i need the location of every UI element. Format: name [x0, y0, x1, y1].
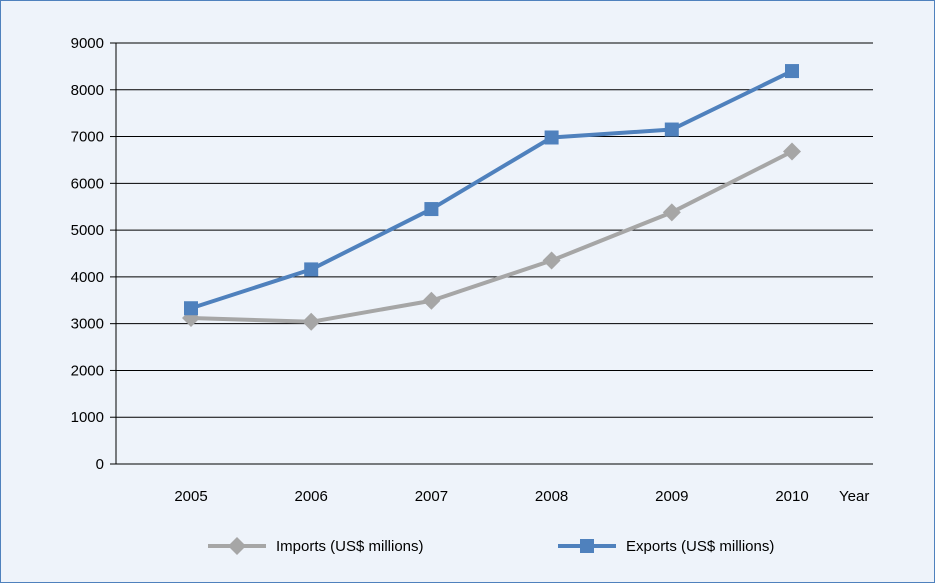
y-tick-label: 2000	[71, 362, 104, 379]
series-line	[190, 69, 793, 311]
legend-swatch-marker	[580, 539, 594, 553]
series-imports	[182, 142, 801, 331]
y-tick-label: 6000	[71, 175, 104, 192]
data-point-marker	[304, 262, 319, 277]
y-tick-label: 8000	[71, 82, 104, 99]
x-tick-label: 2006	[295, 488, 328, 505]
data-point-marker	[783, 142, 801, 161]
data-point-marker	[785, 64, 799, 79]
legend-label: Exports (US$ millions)	[626, 538, 774, 555]
x-tick-label: 2007	[415, 488, 448, 505]
y-tick-labels: 0 1000 2000 3000 4000 5000 6000 7000 8000 9000	[71, 35, 104, 473]
legend-label: Imports (US$ millions)	[276, 538, 424, 555]
series-group	[182, 64, 801, 331]
gridlines	[116, 42, 873, 418]
y-tick-label: 7000	[71, 129, 104, 146]
data-point-marker	[422, 291, 441, 310]
data-point-marker	[302, 312, 321, 331]
legend-swatch-marker	[228, 537, 246, 555]
series-line	[190, 149, 793, 324]
x-tick-label: 2005	[174, 488, 207, 505]
legend-entry: Imports (US$ millions)	[208, 537, 424, 555]
axes	[110, 42, 873, 465]
series-exports	[184, 64, 799, 316]
legend-entry: Exports (US$ millions)	[558, 538, 774, 555]
data-point-marker	[424, 202, 439, 217]
data-point-marker	[544, 130, 559, 145]
data-point-marker	[662, 203, 681, 222]
y-tick-label: 3000	[71, 316, 104, 333]
y-tick-label: 9000	[71, 35, 104, 52]
data-point-marker	[542, 251, 561, 270]
y-tick-label: 4000	[71, 269, 104, 286]
data-point-marker	[664, 122, 679, 137]
x-tick-label: 2009	[655, 488, 688, 505]
x-tick-label: 2008	[535, 488, 568, 505]
y-tick-label: 1000	[71, 409, 104, 426]
y-tick-label: 0	[96, 456, 104, 473]
legend: Imports (US$ millions) Exports (US$ milli…	[208, 537, 774, 555]
x-tick-label: 2010	[775, 488, 808, 505]
x-axis-title: Year	[839, 488, 869, 505]
y-tick-label: 5000	[71, 222, 104, 239]
x-tick-labels: 2005 2006 2007 2008 2009 2010	[174, 488, 808, 505]
data-point-marker	[184, 301, 198, 316]
